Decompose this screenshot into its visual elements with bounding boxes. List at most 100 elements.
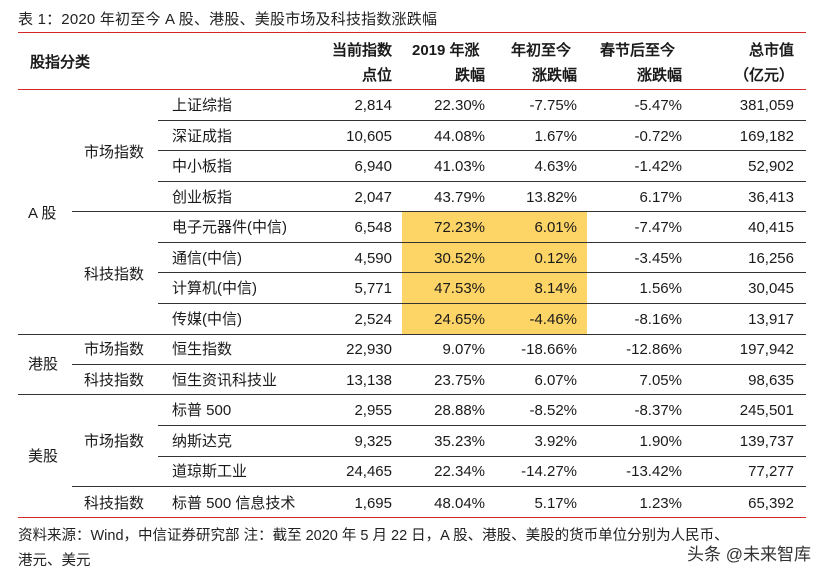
cell-name: 传媒(中信) [172,311,242,328]
cell-ytd: -14.27% [521,463,577,480]
cell-current: 4,590 [354,250,392,267]
cell-name: 计算机(中信) [172,280,257,297]
cell-current: 2,955 [354,402,392,419]
cell-post: 6.17% [639,189,682,206]
cell-ytd: 5.17% [534,495,577,512]
watermark: 头条 @未来智库 [687,545,811,564]
cell-mktcap: 36,413 [748,189,794,206]
cell-mktcap: 169,182 [739,128,794,145]
group-rule [18,394,806,395]
group-a-share: A 股 [28,205,57,222]
cell-name: 深证成指 [172,128,233,145]
row-rule [72,211,806,212]
cell-chg2019: 41.03% [434,158,485,175]
cell-current: 2,047 [354,189,392,206]
cell-chg2019: 22.34% [434,463,485,480]
cell-name: 道琼斯工业 [172,463,248,480]
table-caption: 表 1：2020 年初至今 A 股、港股、美股市场及科技指数涨跌幅 [18,11,438,28]
cell-mktcap: 245,501 [739,402,794,419]
cell-chg2019: 30.52% [434,250,485,267]
header-current-index-l2: 点位 [361,67,392,84]
cell-post: 1.90% [639,433,682,450]
header-top-rule [18,32,806,33]
cell-chg2019: 72.23% [434,219,485,236]
header-mktcap-l1: 总市值 [748,42,794,59]
cell-post: 1.56% [639,280,682,297]
cell-name: 上证综指 [172,97,233,114]
cell-current: 24,465 [346,463,392,480]
cell-mktcap: 40,415 [748,219,794,236]
cell-ytd: -8.52% [529,402,577,419]
row-rule [158,242,806,243]
cell-current: 5,771 [354,280,392,297]
cell-chg2019: 23.75% [434,372,485,389]
group-rule [18,334,806,335]
cell-mktcap: 381,059 [739,97,794,114]
cell-ytd: 3.92% [534,433,577,450]
cell-ytd: -18.66% [521,341,577,358]
cell-current: 1,695 [354,495,392,512]
cell-mktcap: 65,392 [748,495,794,512]
header-category: 股指分类 [30,54,91,71]
footer-source-note-line2: 港元、美元 [18,553,91,569]
cell-mktcap: 77,277 [748,463,794,480]
cell-post: 1.23% [639,495,682,512]
cell-mktcap: 52,902 [748,158,794,175]
cell-current: 10,605 [346,128,392,145]
cell-name: 通信(中信) [172,250,242,267]
cell-ytd: -7.75% [529,97,577,114]
cell-post: -3.45% [634,250,682,267]
cell-current: 6,940 [354,158,392,175]
cell-post: 7.05% [639,372,682,389]
cell-ytd: 6.07% [534,372,577,389]
header-chg2019-l2: 跌幅 [454,67,485,84]
cell-chg2019: 43.79% [434,189,485,206]
header-mktcap-l2: （亿元） [733,67,794,84]
cell-post: -8.37% [634,402,682,419]
cell-mktcap: 98,635 [748,372,794,389]
subgroup-us-tech: 科技指数 [84,495,145,512]
cell-current: 13,138 [346,372,392,389]
row-rule [158,456,806,457]
cell-ytd: 6.01% [534,219,577,236]
cell-chg2019: 47.53% [434,280,485,297]
cell-mktcap: 139,737 [739,433,794,450]
cell-chg2019: 24.65% [434,311,485,328]
cell-ytd: 8.14% [534,280,577,297]
cell-post: -0.72% [634,128,682,145]
cell-mktcap: 16,256 [748,250,794,267]
cell-ytd: 0.12% [534,250,577,267]
cell-name: 标普 500 [172,402,232,419]
header-bottom-rule [18,89,806,90]
cell-chg2019: 22.30% [434,97,485,114]
subgroup-us-market: 市场指数 [84,433,145,450]
table-bottom-rule [18,517,806,518]
cell-ytd: 4.63% [534,158,577,175]
row-rule [72,486,806,487]
header-current-index-l1: 当前指数 [331,42,392,59]
header-ytd-l2: 涨跌幅 [531,67,577,84]
cell-post: -7.47% [634,219,682,236]
header-post-festival-l2: 涨跌幅 [636,67,682,84]
cell-name: 电子元器件(中信) [172,219,287,236]
group-hk: 港股 [28,356,59,373]
subgroup-hk-tech: 科技指数 [84,372,145,389]
cell-chg2019: 48.04% [434,495,485,512]
footer-source-note-line1: 资料来源：Wind，中信证券研究部 注：截至 2020 年 5 月 22 日，A… [18,528,729,544]
cell-name: 纳斯达克 [172,433,233,450]
cell-mktcap: 197,942 [739,341,794,358]
cell-chg2019: 35.23% [434,433,485,450]
row-rule [158,303,806,304]
cell-post: -12.86% [626,341,682,358]
row-rule [158,150,806,151]
cell-current: 22,930 [346,341,392,358]
cell-current: 2,814 [354,97,392,114]
cell-name: 创业板指 [172,189,233,206]
cell-chg2019: 9.07% [442,341,485,358]
header-chg2019-l1: 2019 年涨 [412,42,480,59]
cell-name: 恒生资讯科技业 [172,372,278,389]
row-rule [158,425,806,426]
cell-current: 9,325 [354,433,392,450]
subgroup-hk-market: 市场指数 [84,341,145,358]
